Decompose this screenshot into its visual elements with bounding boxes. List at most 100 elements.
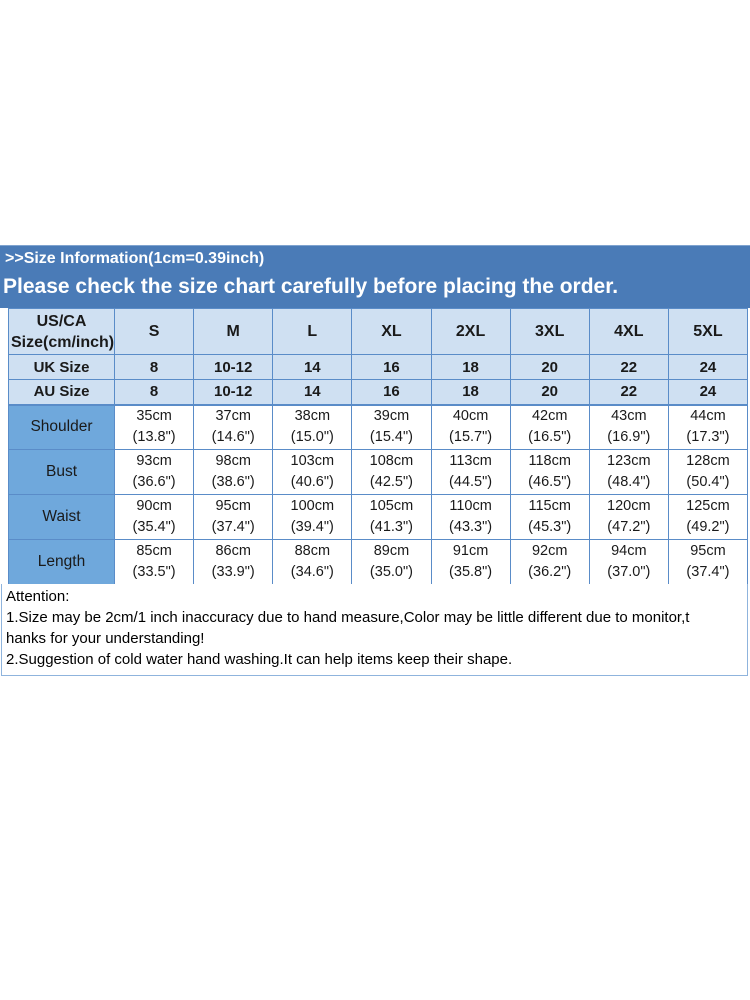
inch-value: (15.0") (290, 429, 334, 446)
cm-value: 108cm (369, 453, 414, 469)
cm-value: 91cm (452, 543, 489, 559)
inch-value: (48.4") (607, 474, 651, 490)
inch-value: (36.2") (528, 564, 572, 580)
shoulder-cell: 37cm (14.6") (193, 403, 274, 450)
banner-title: >>Size Information(1cm=0.39inch) (5, 250, 265, 267)
bust-row: Bust 93cm (36.6") 98cm (38.6") 103cm (40.6"… (8, 449, 749, 495)
uk-size-value: 8 (113, 354, 195, 380)
inch-value: (16.5") (528, 429, 572, 446)
inch-value: (50.4") (686, 474, 730, 490)
cm-value: 86cm (215, 543, 251, 559)
length-cell: 91cm (35.8") (430, 539, 511, 585)
size-header-cell-3xl: 3XL (509, 308, 590, 355)
waist-cell: 115cm (45.3") (509, 494, 590, 540)
inch-value: (34.6") (290, 564, 334, 580)
waist-cell: 120cm (47.2") (588, 494, 669, 540)
uk-size-row: UK Size 8 10-12 14 16 18 20 22 24 (8, 354, 749, 380)
au-size-value: 24 (667, 379, 749, 405)
shoulder-cell: 39cm (15.4") (351, 403, 432, 450)
waist-cell: 90cm (35.4") (113, 494, 195, 540)
size-header-cell-4xl: 4XL (588, 308, 669, 355)
au-size-value: 10-12 (193, 379, 274, 405)
inch-value: (33.5") (132, 564, 176, 580)
cm-value: 92cm (531, 543, 568, 559)
size-header-cell-2xl: 2XL (430, 308, 511, 355)
uk-size-value: 18 (430, 354, 511, 380)
inch-value: (42.5") (369, 474, 413, 490)
inch-value: (16.9") (607, 429, 651, 446)
shoulder-cell: 42cm (16.5") (509, 403, 590, 450)
inch-value: (13.8") (132, 429, 176, 446)
inch-value: (35.0") (369, 564, 413, 580)
uk-size-label: UK Size (8, 354, 115, 380)
shoulder-label: Shoulder (8, 403, 115, 450)
length-cell: 88cm (34.6") (272, 539, 353, 585)
cm-value: 43cm (611, 408, 647, 425)
inch-value: (39.4") (290, 519, 334, 535)
cm-value: 42cm (531, 408, 568, 425)
cm-value: 103cm (290, 453, 335, 469)
bust-cell: 103cm (40.6") (272, 449, 353, 495)
size-header-cell-s: S (113, 308, 195, 355)
cm-value: 95cm (215, 498, 251, 514)
size-header-cell-xl: XL (351, 308, 432, 355)
bust-cell: 98cm (38.6") (193, 449, 274, 495)
attention-line-1: 1.Size may be 2cm/1 inch inaccuracy due … (6, 609, 690, 626)
table-header-row: US/CA Size(cm/inch) S M L XL 2XL 3XL 4XL… (8, 308, 749, 355)
attention-line-2: hanks for your understanding! (6, 630, 205, 647)
inch-value: (44.5") (449, 474, 493, 490)
cm-value: 89cm (373, 543, 410, 559)
cm-value: 105cm (369, 498, 414, 514)
uk-size-value: 22 (588, 354, 669, 380)
length-cell: 92cm (36.2") (509, 539, 590, 585)
inch-value: (33.9") (211, 564, 255, 580)
cm-value: 40cm (452, 408, 489, 425)
size-chart-table: US/CA Size(cm/inch) S M L XL 2XL 3XL 4XL… (8, 308, 749, 585)
bust-cell: 123cm (48.4") (588, 449, 669, 495)
cm-value: 100cm (290, 498, 335, 514)
bust-cell: 108cm (42.5") (351, 449, 432, 495)
inch-value: (36.6") (132, 474, 176, 490)
cm-value: 39cm (373, 408, 410, 425)
bust-cell: 118cm (46.5") (509, 449, 590, 495)
length-row: Length 85cm (33.5") 86cm (33.9") 88cm (34.6… (8, 539, 749, 585)
au-size-value: 14 (272, 379, 353, 405)
bust-label: Bust (8, 449, 115, 495)
cm-value: 88cm (294, 543, 331, 559)
cm-value: 37cm (215, 408, 251, 425)
cm-value: 95cm (690, 543, 726, 559)
size-info-banner: >>Size Information(1cm=0.39inch) Please … (0, 245, 750, 308)
shoulder-cell: 44cm (17.3") (667, 403, 749, 450)
uk-size-value: 10-12 (193, 354, 274, 380)
au-size-value: 20 (509, 379, 590, 405)
cm-value: 93cm (136, 453, 172, 469)
attention-note: Attention: 1.Size may be 2cm/1 inch inac… (1, 584, 748, 676)
cm-value: 118cm (528, 453, 571, 469)
waist-cell: 110cm (43.3") (430, 494, 511, 540)
attention-title: Attention: (6, 588, 70, 605)
length-cell: 95cm (37.4") (667, 539, 749, 585)
inch-value: (45.3") (528, 519, 572, 535)
inch-value: (41.3") (369, 519, 413, 535)
length-cell: 86cm (33.9") (193, 539, 274, 585)
cm-value: 90cm (136, 498, 172, 514)
cm-value: 98cm (215, 453, 251, 469)
au-size-value: 18 (430, 379, 511, 405)
cm-value: 85cm (136, 543, 172, 559)
inch-value: (15.4") (369, 429, 413, 446)
uk-size-value: 16 (351, 354, 432, 380)
inch-value: (35.4") (132, 519, 176, 535)
corner-header-cell: US/CA Size(cm/inch) (8, 308, 115, 355)
size-header-cell-l: L (272, 308, 353, 355)
bust-cell: 113cm (44.5") (430, 449, 511, 495)
size-header-cell-5xl: 5XL (667, 308, 749, 355)
inch-value: (38.6") (211, 474, 255, 490)
au-size-value: 8 (113, 379, 195, 405)
banner-subtitle: Please check the size chart carefully be… (3, 275, 619, 298)
inch-value: (15.7") (449, 429, 493, 446)
inch-value: (40.6") (290, 474, 334, 490)
cm-value: 35cm (136, 408, 172, 425)
waist-cell: 125cm (49.2") (667, 494, 749, 540)
inch-value: (37.0") (607, 564, 651, 580)
